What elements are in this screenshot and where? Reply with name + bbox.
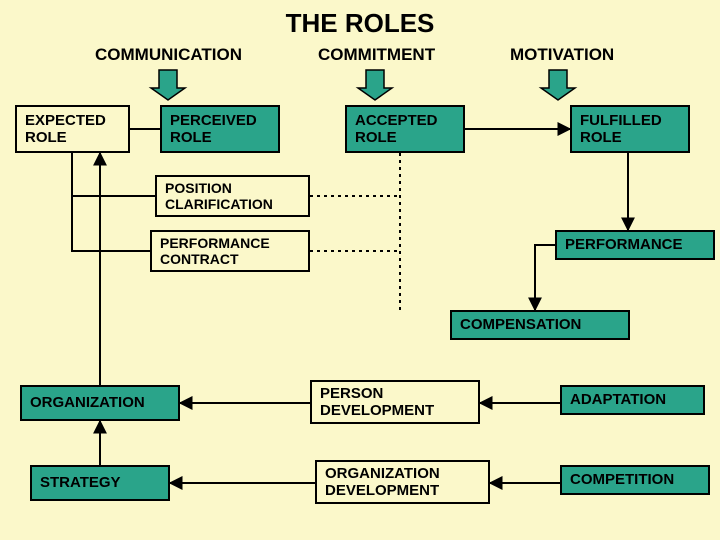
header-motivation: MOTIVATION (510, 45, 614, 65)
box-accepted_role: ACCEPTEDROLE (345, 105, 465, 153)
box-performance: PERFORMANCE (555, 230, 715, 260)
box-perf_contract: PERFORMANCECONTRACT (150, 230, 310, 272)
connectors-layer (0, 0, 720, 540)
box-position_clar: POSITIONCLARIFICATION (155, 175, 310, 217)
box-org_dev: ORGANIZATIONDEVELOPMENT (315, 460, 490, 504)
header-commitment: COMMITMENT (318, 45, 435, 65)
box-compensation: COMPENSATION (450, 310, 630, 340)
box-perceived_role: PERCEIVEDROLE (160, 105, 280, 153)
box-expected_role: EXPECTEDROLE (15, 105, 130, 153)
box-competition: COMPETITION (560, 465, 710, 495)
box-fulfilled_role: FULFILLEDROLE (570, 105, 690, 153)
box-strategy: STRATEGY (30, 465, 170, 501)
box-adaptation: ADAPTATION (560, 385, 705, 415)
header-communication: COMMUNICATION (95, 45, 242, 65)
box-person_dev: PERSONDEVELOPMENT (310, 380, 480, 424)
box-organization: ORGANIZATION (20, 385, 180, 421)
diagram-stage: THE ROLES COMMUNICATION COMMITMENT MOTIVAT… (0, 0, 720, 540)
diagram-title: THE ROLES (220, 8, 500, 39)
